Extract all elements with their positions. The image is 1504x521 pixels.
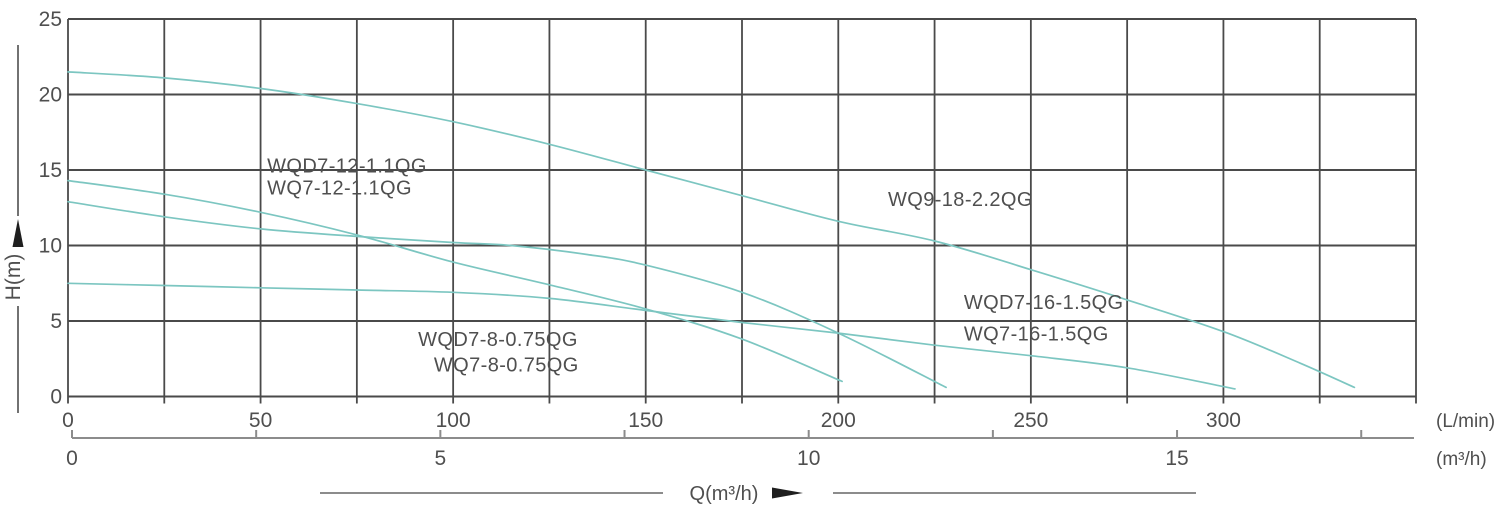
x-tick-label-lmin: 200 (821, 409, 856, 432)
x-tick-label-lmin: 300 (1206, 409, 1241, 432)
curve-label: WQ9-18-2.2QG (888, 189, 1033, 211)
x-tick-label-m3h: 5 (435, 447, 447, 470)
lmin-unit-label: (L/min) (1436, 411, 1495, 432)
y-tick-label: 5 (50, 310, 62, 333)
curve-label: WQ7-8-0.75QG (434, 354, 579, 376)
pump-curve-3 (67, 200, 947, 389)
pump-curve-1 (67, 71, 1356, 389)
x-tick-label-lmin: 150 (628, 409, 663, 432)
y-tick-label: 15 (39, 159, 62, 182)
x-tick-label-m3h: 10 (797, 447, 820, 470)
x-tick-label-lmin: 250 (1013, 409, 1048, 432)
x-tick-label-lmin: 0 (62, 409, 74, 432)
curve-label: WQ7-16-1.5QG (964, 323, 1109, 345)
y-tick-label: 0 (50, 386, 62, 409)
m3h-unit-label: (m³/h) (1436, 449, 1487, 470)
q-axis-label: Q(m³/h) (690, 483, 759, 505)
x-tick-label-lmin: 100 (436, 409, 471, 432)
pump-curve-2 (67, 179, 843, 383)
curve-label: WQ7-12-1.1QG (267, 177, 412, 199)
curve-label: WQD7-8-0.75QG (418, 329, 578, 351)
x-tick-label-m3h: 0 (66, 447, 78, 470)
x-tick-label-lmin: 50 (249, 409, 272, 432)
y-tick-label: 20 (39, 84, 62, 107)
y-tick-label: 10 (39, 235, 62, 258)
pump-curve-4 (67, 282, 1236, 390)
curve-label: WQD7-16-1.5QG (964, 292, 1124, 314)
y-axis-title: H(m) (2, 254, 25, 301)
q-axis-arrow-icon (772, 487, 803, 499)
curve-label: WQD7-12-1.1QG (267, 155, 427, 177)
h-axis-arrow-icon (12, 219, 24, 247)
x-tick-label-m3h: 15 (1165, 447, 1188, 470)
y-tick-label: 25 (39, 8, 62, 31)
